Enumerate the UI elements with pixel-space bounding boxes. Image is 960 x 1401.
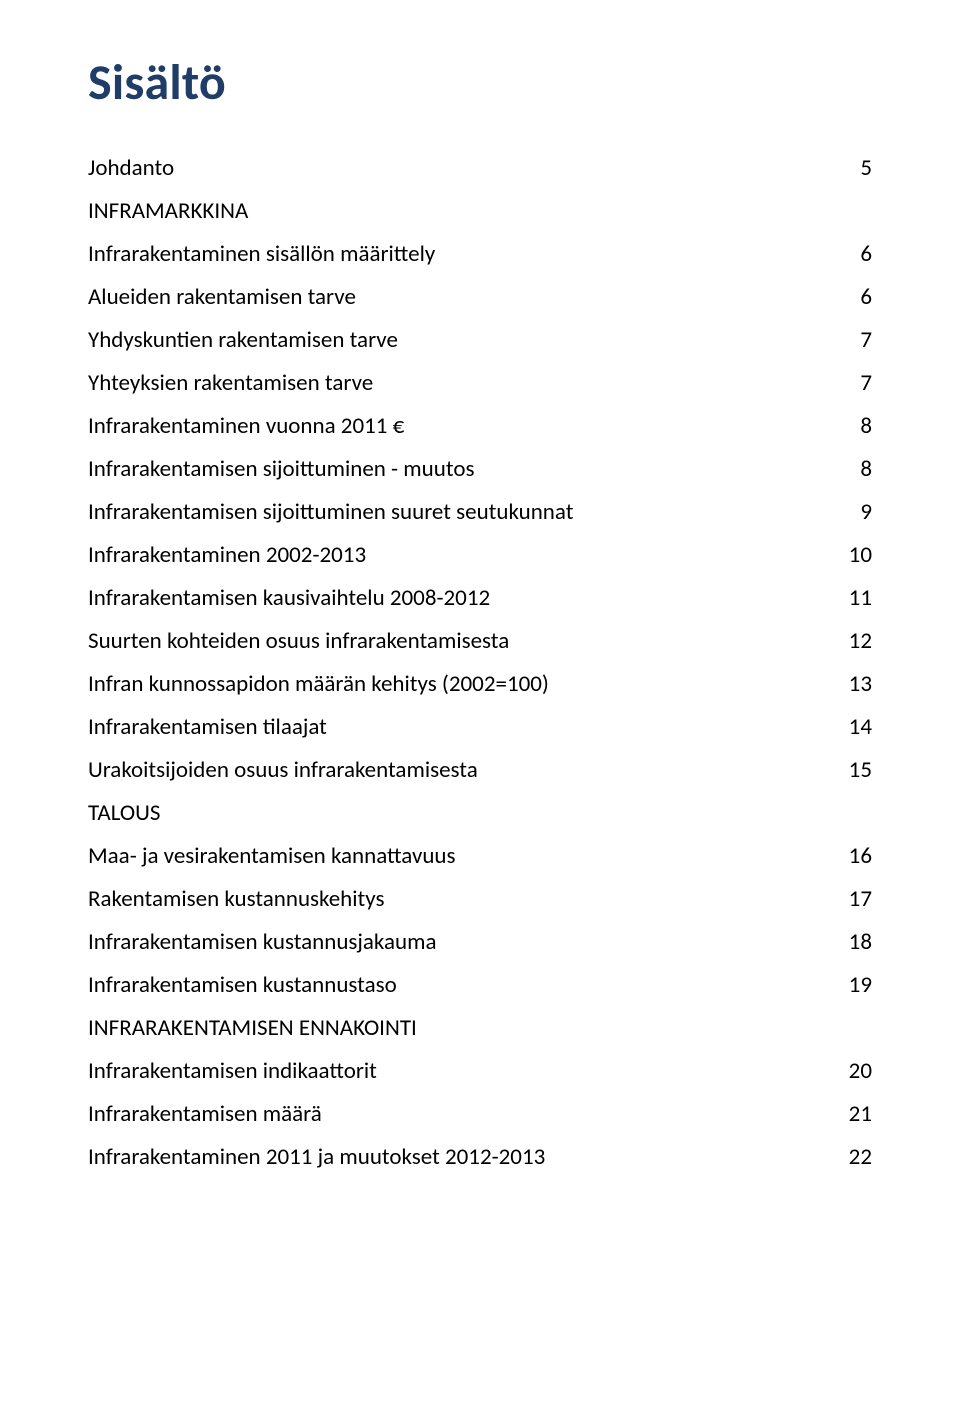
toc-entry-page: 12 [838, 630, 872, 653]
toc-entry-page: 6 [838, 286, 872, 309]
toc-entry-label: Yhteyksien rakentamisen tarve [88, 372, 838, 395]
toc-entry-page: 7 [838, 372, 872, 395]
toc-entry-label: Infrarakentamisen kustannusjakauma [88, 931, 838, 954]
toc-entry: Suurten kohteiden osuus infrarakentamise… [88, 630, 872, 653]
table-of-contents: Johdanto5 INFRAMARKKINA Infrarakentaminen … [88, 157, 872, 1169]
toc-entry-label: Infrarakentaminen vuonna 2011 € [88, 415, 838, 438]
toc-entry-page: 20 [838, 1060, 872, 1083]
toc-section-label: INFRAMARKKINA [88, 200, 872, 223]
toc-entry-page: 19 [838, 974, 872, 997]
toc-entry-page: 10 [838, 544, 872, 567]
toc-entry-label: Yhdyskuntien rakentamisen tarve [88, 329, 838, 352]
toc-section-label: TALOUS [88, 802, 872, 825]
toc-entry-page: 9 [838, 501, 872, 524]
toc-entry-label: Infrarakentamisen tilaajat [88, 716, 838, 739]
toc-entry: Infrarakentamisen indikaattorit20 [88, 1060, 872, 1083]
toc-entry-label: Urakoitsijoiden osuus infrarakentamisest… [88, 759, 838, 782]
toc-entry-label: Infrarakentamisen sijoittuminen - muutos [88, 458, 838, 481]
toc-entry: Infrarakentamisen kustannusjakauma18 [88, 931, 872, 954]
toc-entry-label: Suurten kohteiden osuus infrarakentamise… [88, 630, 838, 653]
toc-entry-page: 14 [838, 716, 872, 739]
document-page: Sisältö Johdanto5 INFRAMARKKINA Infraraken… [0, 0, 960, 1401]
toc-entry: Infrarakentamisen sijoittuminen suuret s… [88, 501, 872, 524]
toc-entry-label: Maa- ja vesirakentamisen kannattavuus [88, 845, 838, 868]
toc-entry: Urakoitsijoiden osuus infrarakentamisest… [88, 759, 872, 782]
toc-entry-label: Infrarakentamisen kausivaihtelu 2008-201… [88, 587, 838, 610]
toc-entry: Infrarakentamisen määrä21 [88, 1103, 872, 1126]
toc-entry-page: 18 [838, 931, 872, 954]
toc-entry-label: Alueiden rakentamisen tarve [88, 286, 838, 309]
toc-entry: Yhdyskuntien rakentamisen tarve7 [88, 329, 872, 352]
toc-entry-page: 22 [838, 1146, 872, 1169]
toc-entry: Yhteyksien rakentamisen tarve7 [88, 372, 872, 395]
toc-section-heading: INFRARAKENTAMISEN ENNAKOINTI [88, 1017, 872, 1040]
toc-entry-label: Johdanto [88, 157, 838, 180]
toc-entry: Infrarakentaminen 2002-201310 [88, 544, 872, 567]
toc-entry-page: 7 [838, 329, 872, 352]
page-title: Sisältö [88, 52, 872, 113]
toc-entry: Maa- ja vesirakentamisen kannattavuus16 [88, 845, 872, 868]
toc-entry-page: 11 [838, 587, 872, 610]
toc-entry-page: 8 [838, 415, 872, 438]
toc-entry-label: Infrarakentaminen sisällön määrittely [88, 243, 838, 266]
toc-entry-label: Infrarakentaminen 2002-2013 [88, 544, 838, 567]
toc-entry: Alueiden rakentamisen tarve6 [88, 286, 872, 309]
toc-entry-page: 6 [838, 243, 872, 266]
toc-entry: Infrarakentaminen 2011 ja muutokset 2012… [88, 1146, 872, 1169]
toc-entry: Infrarakentaminen sisällön määrittely6 [88, 243, 872, 266]
toc-entry-label: Infrarakentamisen sijoittuminen suuret s… [88, 501, 838, 524]
toc-entry: Infrarakentamisen kustannustaso19 [88, 974, 872, 997]
toc-entry: Infrarakentamisen kausivaihtelu 2008-201… [88, 587, 872, 610]
toc-entry-label: Infrarakentamisen indikaattorit [88, 1060, 838, 1083]
toc-entry: Infrarakentamisen tilaajat14 [88, 716, 872, 739]
toc-entry-label: Rakentamisen kustannuskehitys [88, 888, 838, 911]
toc-entry-page: 16 [838, 845, 872, 868]
toc-entry-page: 5 [838, 157, 872, 180]
toc-entry-page: 13 [838, 673, 872, 696]
toc-section-label: INFRARAKENTAMISEN ENNAKOINTI [88, 1017, 872, 1040]
toc-entry-label: Infrarakentaminen 2011 ja muutokset 2012… [88, 1146, 838, 1169]
toc-entry-label: Infrarakentamisen määrä [88, 1103, 838, 1126]
toc-entry-page: 8 [838, 458, 872, 481]
toc-section-heading: TALOUS [88, 802, 872, 825]
toc-entry-label: Infrarakentamisen kustannustaso [88, 974, 838, 997]
toc-entry-page: 21 [838, 1103, 872, 1126]
toc-entry-label: Infran kunnossapidon määrän kehitys (200… [88, 673, 838, 696]
toc-entry: Infrarakentaminen vuonna 2011 €8 [88, 415, 872, 438]
toc-entry-page: 15 [838, 759, 872, 782]
toc-entry-page: 17 [838, 888, 872, 911]
toc-entry: Johdanto5 [88, 157, 872, 180]
toc-entry: Rakentamisen kustannuskehitys17 [88, 888, 872, 911]
toc-section-heading: INFRAMARKKINA [88, 200, 872, 223]
toc-entry: Infrarakentamisen sijoittuminen - muutos… [88, 458, 872, 481]
toc-entry: Infran kunnossapidon määrän kehitys (200… [88, 673, 872, 696]
